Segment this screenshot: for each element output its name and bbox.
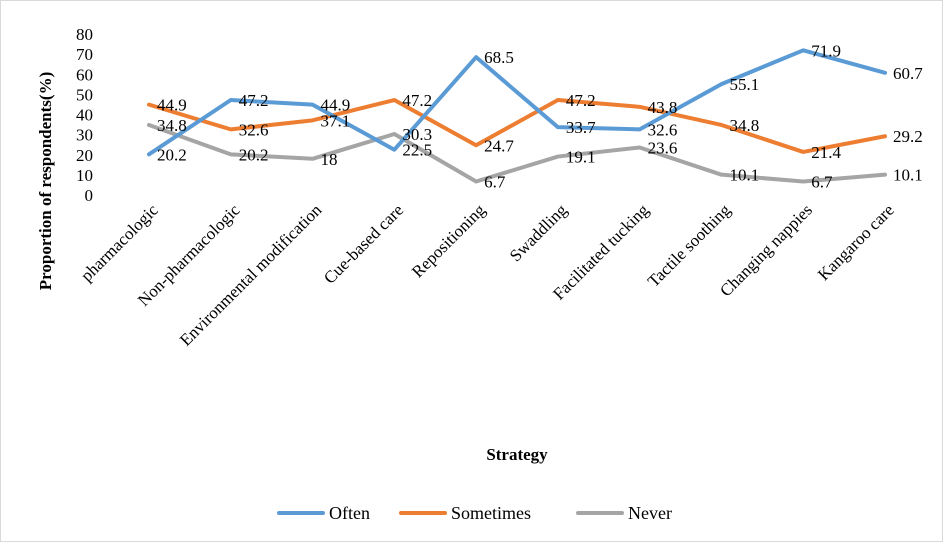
x-tick-label: Kangaroo care [814, 200, 898, 284]
y-tick-label: 60 [76, 65, 93, 84]
y-tick-label: 50 [76, 85, 93, 104]
x-axis-title: Strategy [486, 445, 548, 464]
x-tick-label: pharmacologic [77, 200, 162, 285]
data-label-never: 20.2 [239, 145, 269, 164]
y-tick-label: 70 [76, 45, 93, 64]
y-tick-label: 80 [76, 25, 93, 44]
data-label-never: 30.3 [402, 125, 432, 144]
y-tick-label: 20 [76, 146, 93, 165]
data-label-never: 10.1 [729, 166, 759, 185]
data-label-often: 20.2 [157, 145, 187, 164]
data-label-sometimes: 34.8 [729, 116, 759, 135]
x-axis: pharmacologicNon-pharmacologicEnvironmen… [77, 200, 898, 350]
data-label-never: 23.6 [648, 139, 678, 158]
data-label-never: 19.1 [566, 148, 596, 167]
series-line-never [147, 122, 887, 184]
data-label-sometimes: 32.6 [239, 120, 269, 139]
data-label-often: 68.5 [484, 48, 514, 67]
series-lines [147, 48, 887, 184]
y-tick-label: 40 [76, 106, 93, 125]
data-labels: 20.2 47.2 44.9 22.5 68.5 33.7 32.6 55.1 71.9 60.7… [157, 41, 923, 191]
x-tick-label: Swaddling [506, 200, 571, 265]
data-label-never: 34.8 [157, 116, 187, 135]
series-line-often [147, 48, 887, 157]
data-label-often: 33.7 [566, 118, 596, 137]
legend-label-never: Never [628, 503, 672, 523]
data-label-often: 22.5 [402, 141, 432, 160]
data-label-never: 18 [321, 150, 338, 169]
data-label-never: 6.7 [484, 173, 506, 192]
legend-label-often: Often [329, 503, 370, 523]
data-label-sometimes: 21.4 [811, 143, 841, 162]
y-tick-label: 30 [76, 126, 93, 145]
y-tick-label: 0 [85, 186, 94, 205]
data-label-often: 32.6 [648, 120, 678, 139]
data-label-never: 10.1 [893, 166, 923, 185]
data-label-sometimes: 24.7 [484, 136, 514, 155]
x-tick-label: Tactile soothing [644, 200, 735, 291]
data-label-sometimes: 43.8 [648, 98, 678, 117]
data-label-often: 71.9 [811, 41, 841, 60]
data-label-sometimes: 47.2 [402, 91, 432, 110]
legend: Often Sometimes Never [277, 503, 672, 523]
data-label-never: 6.7 [811, 173, 833, 192]
data-label-often: 47.2 [239, 91, 269, 110]
y-tick-label: 10 [76, 166, 93, 185]
data-label-sometimes: 29.2 [893, 127, 923, 146]
x-tick-label: Environmental modification [176, 200, 326, 350]
x-tick-label: Repositioning [408, 200, 489, 281]
data-label-sometimes: 47.2 [566, 91, 596, 110]
data-label-often: 44.9 [321, 96, 351, 115]
x-tick-label: Cue-based care [320, 200, 407, 287]
data-label-often: 60.7 [893, 64, 923, 83]
data-label-sometimes: 37.1 [321, 111, 351, 130]
data-label-sometimes: 44.9 [157, 96, 187, 115]
legend-label-sometimes: Sometimes [451, 503, 531, 523]
y-axis-title: Proportion of respondents(%) [36, 72, 55, 291]
series-line-sometimes [147, 98, 887, 154]
data-label-often: 55.1 [729, 75, 759, 94]
